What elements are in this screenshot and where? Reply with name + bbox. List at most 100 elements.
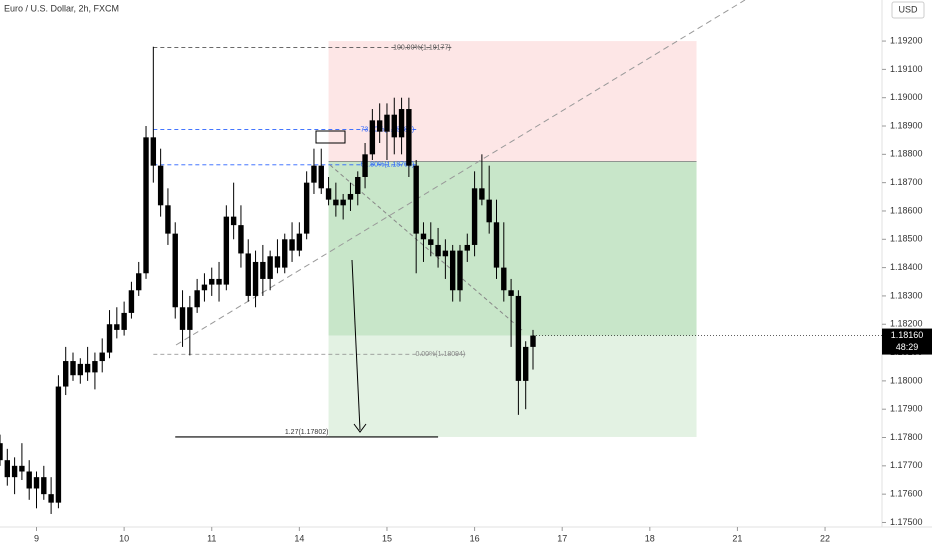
candle-body — [522, 346, 529, 381]
candle-body — [501, 267, 507, 291]
fib-label: 100.00%(1.19177) — [393, 44, 451, 51]
x-tick-label: 9 — [34, 533, 39, 543]
y-tick-label: 1.18500 — [890, 234, 923, 244]
candle-body — [355, 176, 361, 194]
position-tool: 100.00%(1.19177)73.30%(1.18888)61.80%(1.… — [153, 41, 697, 438]
candle-body — [303, 182, 310, 234]
candle-body — [493, 222, 500, 268]
y-tick-label: 1.18400 — [890, 262, 923, 272]
y-tick-label: 1.17600 — [890, 489, 923, 499]
candle-body — [238, 225, 244, 254]
y-tick-label: 1.19100 — [890, 64, 923, 74]
candle-body — [457, 250, 463, 291]
candle-body — [157, 165, 164, 206]
candle-body — [311, 165, 317, 183]
candle-body — [121, 312, 127, 330]
countdown: 48:29 — [896, 342, 919, 352]
candle-body — [318, 165, 324, 189]
candle-body — [376, 120, 383, 132]
candle-body — [55, 386, 62, 503]
candle-body — [406, 109, 412, 166]
candle-body — [136, 273, 142, 291]
candle-body — [274, 256, 281, 268]
candle-body — [508, 290, 514, 296]
candle-body — [19, 465, 25, 472]
candle-body — [442, 250, 449, 257]
candle-body — [398, 109, 405, 138]
x-tick-label: 11 — [207, 533, 216, 543]
candle-body — [333, 199, 339, 206]
arrow-head — [353, 423, 367, 433]
candle-body — [230, 216, 237, 226]
fib-label: 0.00%(1.18094) — [415, 351, 465, 358]
candle-body — [128, 290, 135, 313]
chart-title: Euro / U.S. Dollar, 2h, FXCM — [4, 3, 119, 13]
candle-body — [172, 233, 178, 308]
fib-label: 61.80%(1.18763) — [360, 162, 414, 169]
candle-body — [289, 239, 295, 251]
candle-body — [486, 199, 492, 223]
y-tick-label: 1.18700 — [890, 177, 923, 187]
y-tick-label: 1.19200 — [890, 35, 923, 45]
candle-body — [150, 137, 157, 166]
trend-line — [175, 0, 746, 346]
candle-body — [369, 120, 376, 155]
y-tick-label: 1.17900 — [890, 404, 923, 414]
y-tick-label: 1.18800 — [890, 149, 923, 159]
candle-body — [114, 324, 120, 330]
x-tick-label: 17 — [557, 533, 567, 543]
y-tick-label: 1.17800 — [890, 432, 923, 442]
candle-body — [63, 361, 69, 387]
candle-body — [41, 477, 47, 495]
candle-body — [464, 244, 470, 251]
candle-body — [267, 256, 273, 279]
candle-body — [260, 261, 266, 279]
currency[interactable]: USD — [898, 4, 918, 14]
candle-body — [347, 193, 354, 200]
x-tick-label: 21 — [732, 533, 742, 543]
y-tick-label: 1.18300 — [890, 290, 923, 300]
candle-body — [296, 233, 303, 251]
y-tick-label: 1.17700 — [890, 460, 923, 470]
currency-button[interactable] — [891, 1, 925, 19]
candles — [0, 46, 536, 514]
candle-body — [99, 352, 105, 362]
candle-body — [245, 253, 251, 296]
candle-body — [92, 361, 98, 373]
candle-body — [449, 250, 456, 291]
x-tick-label: 18 — [645, 533, 655, 543]
candle-body — [187, 307, 193, 330]
target-zone — [328, 335, 697, 437]
candle-body — [384, 114, 390, 132]
x-tick-label: 16 — [470, 533, 480, 543]
candle-body — [209, 278, 215, 285]
y-tick-label: 1.18600 — [890, 205, 923, 215]
candle-body — [106, 324, 113, 353]
last-price-label: 1.18160 — [891, 330, 924, 340]
candle-body — [362, 154, 368, 177]
candle-body — [11, 465, 18, 478]
candle-body — [165, 205, 171, 234]
y-tick-label: 1.18200 — [890, 319, 923, 329]
candle-body — [479, 188, 485, 200]
x-tick-label: 22 — [820, 533, 830, 543]
candle-body — [4, 460, 11, 478]
candle-body — [391, 114, 397, 138]
y-tick-label: 1.18900 — [890, 120, 923, 130]
candle-body — [201, 284, 208, 291]
candle-body — [282, 239, 288, 268]
candle-body — [420, 233, 427, 240]
x-tick-label: 14 — [294, 533, 304, 543]
candle-body — [0, 443, 3, 461]
highlight-box — [315, 130, 346, 144]
candle-body — [435, 244, 441, 257]
candle-body — [77, 363, 84, 376]
candle-body — [325, 188, 332, 200]
profit-zone — [328, 161, 697, 336]
arrow — [351, 259, 361, 431]
candle-body — [413, 165, 419, 234]
target-label: 1.27(1.17802) — [285, 429, 329, 436]
candle-body — [340, 199, 346, 206]
candle-body — [428, 239, 434, 245]
